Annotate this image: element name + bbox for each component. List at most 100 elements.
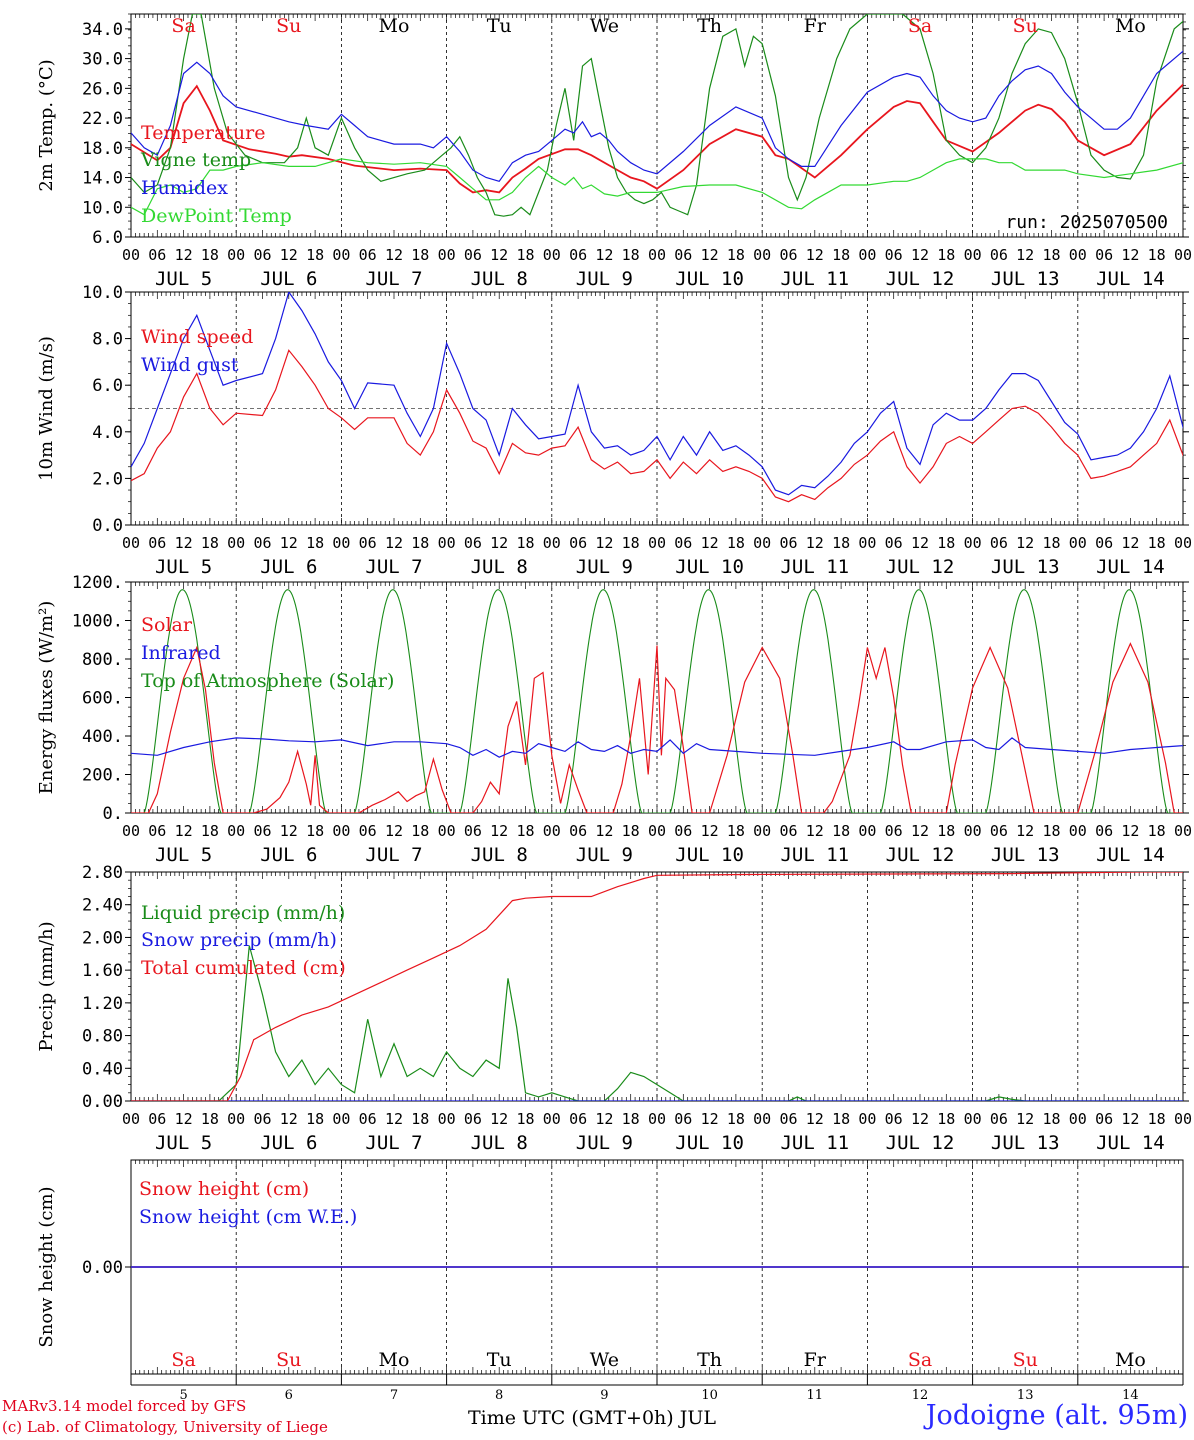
hour-label: 00 [227,534,245,552]
date-label: JUL 12 [886,1132,955,1154]
hour-label: 00 [227,822,245,840]
hour-label: 12 [1121,246,1139,264]
run-label: run: 2025070500 [1005,212,1168,233]
hour-label: 12 [1121,1110,1139,1128]
date-label: JUL 11 [780,844,849,866]
legend-entry: Humidex [141,177,228,199]
day-name-label: Sa [171,1349,195,1371]
hour-label: 00 [753,822,771,840]
hour-label: 00 [858,1110,876,1128]
day-number-label: 13 [1017,1388,1034,1403]
date-label: JUL 12 [886,556,955,578]
hour-label: 06 [779,822,797,840]
legend-entry: Total cumulated (cm) [141,957,346,979]
hour-label: 06 [464,1110,482,1128]
hour-label: 06 [674,1110,692,1128]
hour-label: 18 [832,534,850,552]
day-number-label: 12 [912,1388,929,1403]
hour-label: 18 [832,1110,850,1128]
date-label: JUL 13 [991,556,1060,578]
legend-entry: Snow height (cm) [139,1178,309,1200]
day-number-label: 10 [701,1388,718,1403]
hour-label: 12 [280,534,298,552]
series-line-wind-speed [131,349,1183,503]
hour-label: 18 [937,246,955,264]
hour-label: 00 [1174,822,1192,840]
day-name-label: Sa [171,15,195,37]
hour-label: 00 [438,534,456,552]
hour-label: 18 [516,822,534,840]
hour-label: 12 [701,1110,719,1128]
hour-label: 00 [964,534,982,552]
hour-label: 12 [595,534,613,552]
hour-label: 00 [1174,246,1192,264]
hour-label: 18 [937,1110,955,1128]
hour-label: 00 [648,822,666,840]
date-label: JUL 10 [675,268,744,290]
hour-label: 06 [990,822,1008,840]
hour-label: 06 [885,1110,903,1128]
date-label: JUL 11 [780,1132,849,1154]
legend-entry: Liquid precip (mm/h) [141,902,345,924]
date-label: JUL 11 [780,556,849,578]
hour-label: 12 [911,534,929,552]
hour-label: 18 [1042,1110,1060,1128]
hour-label: 00 [227,246,245,264]
hour-label: 06 [359,246,377,264]
y-tick-label: 2.00 [82,928,123,948]
hour-label: 12 [701,246,719,264]
date-label: JUL 9 [576,1132,633,1154]
hour-label: 18 [201,246,219,264]
series-line-infrared [131,737,1183,758]
hour-label: 12 [806,246,824,264]
hour-label: 06 [885,822,903,840]
hour-label: 00 [332,822,350,840]
hour-label: 00 [438,1110,456,1128]
hour-label: 06 [148,534,166,552]
date-label: JUL 7 [365,556,422,578]
hour-label: 00 [332,1110,350,1128]
hour-label: 18 [1148,534,1166,552]
hour-label: 12 [701,822,719,840]
day-name-label: Tu [487,15,512,37]
day-number-label: 6 [285,1388,293,1403]
legend-entry: Temperature [141,122,265,144]
day-name-label: Su [1013,15,1038,37]
hour-label: 06 [253,534,271,552]
day-name-label: Th [697,1349,722,1371]
series-line-temperature [131,83,1183,194]
hour-label: 12 [595,246,613,264]
hour-label: 12 [1016,822,1034,840]
series-group [131,292,1183,503]
hour-label: 18 [622,534,640,552]
hour-label: 00 [122,534,140,552]
date-label: JUL 7 [365,1132,422,1154]
hour-label: 00 [122,1110,140,1128]
hour-label: 06 [885,534,903,552]
hour-label: 00 [227,1110,245,1128]
hour-label: 06 [779,246,797,264]
y-tick-label: 26.0 [82,79,123,99]
hour-label: 12 [490,534,508,552]
y-tick-label: 1.60 [82,961,123,981]
hour-label: 00 [332,246,350,264]
date-label: JUL 13 [991,844,1060,866]
hour-label: 18 [1042,822,1060,840]
hour-label: 00 [964,1110,982,1128]
date-label: JUL 8 [471,268,528,290]
panel-3: 0. 200. 400. 600. 800. 1000. 1200. Energy fluxe… [36,573,1192,866]
panel-5: 0.00 Snow height (cm) Snow height (cm) Snow… [36,1159,1189,1429]
hour-label: 06 [464,822,482,840]
hour-label: 06 [253,1110,271,1128]
y-axis-label: 10m Wind (m/s) [36,336,57,481]
hour-label: 18 [201,822,219,840]
hour-label: 06 [779,534,797,552]
hour-label: 18 [727,822,745,840]
date-label: JUL 9 [576,268,633,290]
hour-label: 12 [1016,1110,1034,1128]
hour-label: 06 [1095,822,1113,840]
y-tick-label: 34.0 [82,20,123,40]
legend-entry: Top of Atmosphere (Solar) [141,670,394,692]
model-credit: MARv3.14 model forced by GFS [2,1397,247,1415]
hour-label: 18 [1042,534,1060,552]
